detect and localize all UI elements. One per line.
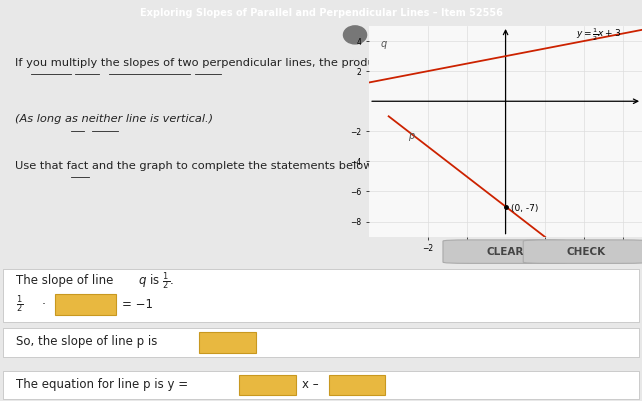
FancyBboxPatch shape	[329, 375, 385, 395]
Text: ·: ·	[42, 298, 46, 311]
Text: Exploring Slopes of Parallel and Perpendicular Lines – Item 52556: Exploring Slopes of Parallel and Perpend…	[139, 8, 503, 18]
Text: q: q	[139, 274, 146, 287]
Text: q: q	[381, 39, 387, 49]
FancyBboxPatch shape	[443, 240, 568, 263]
Text: $y=\frac{1}{2}x+3$: $y=\frac{1}{2}x+3$	[576, 26, 621, 43]
Text: Use that fact and the graph to complete the statements below.: Use that fact and the graph to complete …	[15, 161, 375, 171]
Text: p: p	[408, 131, 414, 141]
Text: If you multiply the slopes of two perpendicular lines, the product is – 1.: If you multiply the slopes of two perpen…	[15, 58, 422, 68]
Circle shape	[343, 26, 367, 44]
FancyBboxPatch shape	[3, 328, 639, 356]
FancyBboxPatch shape	[239, 375, 296, 395]
Text: ◄: ◄	[351, 30, 360, 40]
Text: The slope of line: The slope of line	[16, 274, 117, 287]
Text: CLEAR: CLEAR	[487, 247, 525, 257]
Text: is $\frac{1}{2}$.: is $\frac{1}{2}$.	[146, 270, 175, 292]
FancyBboxPatch shape	[199, 332, 256, 352]
FancyBboxPatch shape	[3, 371, 639, 399]
Text: (0, -7): (0, -7)	[512, 204, 539, 213]
Text: = −1: = −1	[122, 298, 153, 311]
Text: x –: x –	[302, 378, 318, 391]
Text: CHECK: CHECK	[566, 247, 605, 257]
FancyBboxPatch shape	[3, 269, 639, 322]
Text: (As long as neither line is vertical.): (As long as neither line is vertical.)	[15, 115, 213, 124]
FancyBboxPatch shape	[55, 294, 116, 315]
Text: $\frac{1}{2}$: $\frac{1}{2}$	[16, 294, 23, 315]
Text: The equation for line p is y =: The equation for line p is y =	[16, 378, 192, 391]
Text: So, the slope of line p is: So, the slope of line p is	[16, 335, 157, 348]
FancyBboxPatch shape	[523, 240, 642, 263]
